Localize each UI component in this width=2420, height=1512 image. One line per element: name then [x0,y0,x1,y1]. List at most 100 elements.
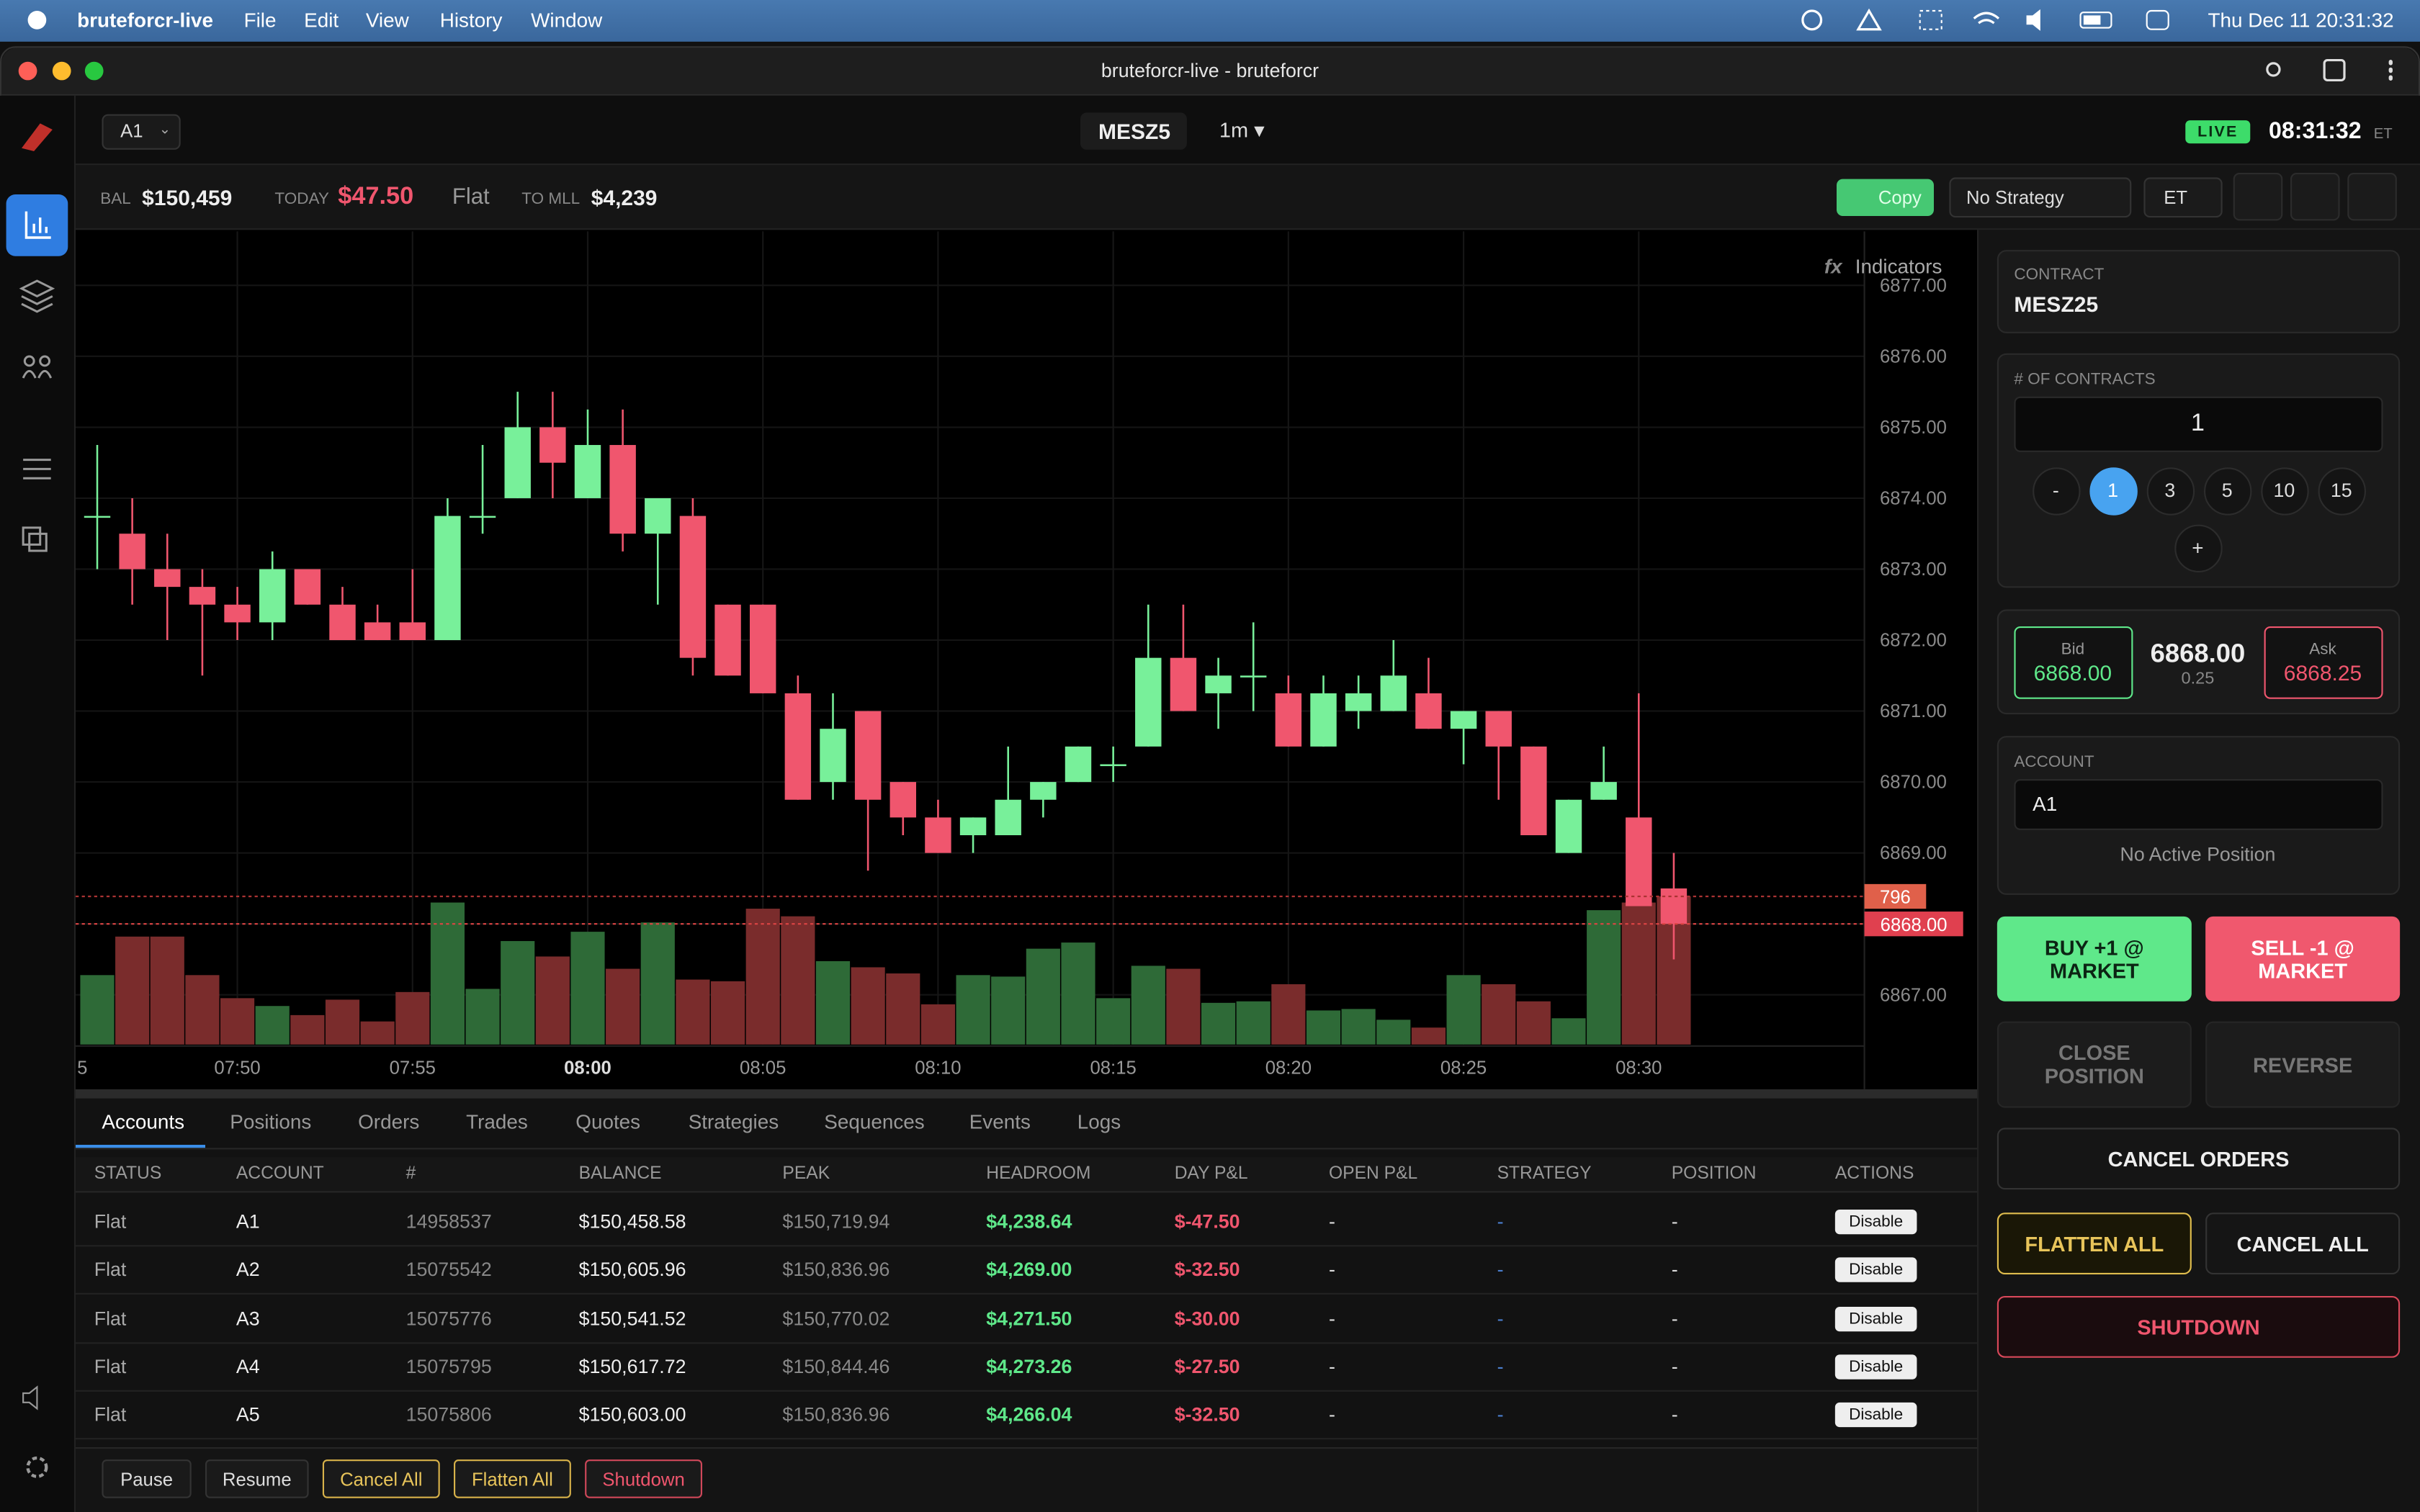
footer-button[interactable]: Cancel All [322,1459,440,1498]
candle-body [1240,675,1267,678]
volume-marker-bg [1864,883,1927,909]
disable-button[interactable] [1834,1403,1917,1428]
tab[interactable]: Trades [466,1110,528,1133]
menu-item[interactable]: File [243,8,277,32]
flatten-all-button[interactable]: FLATTEN ALL [1996,1212,2192,1274]
cell: - [1671,1404,1678,1426]
bal-label: BAL [100,189,131,209]
qty-preset[interactable] [2260,467,2308,515]
candle-body [889,782,916,818]
cell: - [1329,1356,1335,1378]
qty-plus[interactable] [2174,523,2222,572]
candle-body [469,516,496,518]
candle-body [1520,746,1547,836]
copy-nav[interactable] [22,526,48,552]
reverse-button[interactable]: REVERSE [2205,1021,2401,1108]
close-window[interactable] [18,61,37,81]
table-header [76,1157,1977,1193]
qty-input[interactable] [2014,396,2383,452]
candle-body [959,817,987,836]
icon-button[interactable] [2347,173,2397,221]
users-nav[interactable] [22,355,53,379]
volume-bar [851,967,885,1045]
qty-preset-text: 5 [2221,480,2233,502]
candle-body [1030,782,1057,800]
account-dropdown[interactable] [2014,779,2383,830]
disable-button[interactable] [1834,1210,1917,1235]
tab[interactable]: Sequences [824,1110,925,1133]
tab[interactable]: Accounts [102,1110,185,1133]
extension-icon[interactable] [2323,58,2346,82]
cancel-all-button[interactable]: CANCEL ALL [2205,1212,2401,1274]
interval[interactable]: 1m ▾ [1219,119,1265,143]
strategy-select[interactable] [1949,177,2132,218]
account-select[interactable] [102,114,181,150]
menu-item[interactable]: Edit [304,8,339,32]
tab[interactable]: Strategies [688,1110,779,1133]
column-header: BALANCE [578,1164,662,1184]
row-divider [76,1293,1977,1295]
icon-button[interactable] [2290,173,2340,221]
tab[interactable]: Logs [1077,1110,1121,1133]
candle-body [259,569,286,623]
footer-button[interactable]: Resume [205,1459,309,1498]
state: Flat [452,185,490,210]
qty-preset[interactable] [2089,467,2137,515]
volume-bar [150,936,184,1045]
menu-item[interactable]: History [439,8,503,32]
settings-nav[interactable] [26,1456,48,1478]
footer-button[interactable]: Shutdown [585,1459,702,1498]
qty-preset[interactable] [2146,467,2195,515]
tab[interactable]: Positions [230,1110,312,1133]
sell-button[interactable]: SELL -1 @ MARKET [2205,916,2401,1002]
minimize-window[interactable] [52,61,71,81]
qty-preset-text: - [2052,480,2059,502]
volume-bar [1482,984,1516,1045]
menu-item[interactable]: Window [531,8,603,32]
chart-nav-active[interactable] [6,194,68,256]
cell: - [1329,1404,1335,1426]
tz-select[interactable] [2143,177,2223,218]
volume-bar [465,989,500,1045]
disable-button[interactable] [1834,1306,1917,1331]
qty-preset[interactable] [2032,467,2080,515]
account-select-value: A1 [120,120,143,143]
shutdown-button[interactable]: SHUTDOWN [1996,1296,2401,1358]
menu-item[interactable]: View [365,8,409,32]
indicators-button[interactable]: Indicators [1855,255,1942,277]
qty-preset[interactable] [2202,467,2251,515]
x-tick-label: 08:25 [1440,1058,1487,1078]
disable-button[interactable] [1834,1258,1917,1283]
volume-bar [676,979,710,1045]
layers-nav[interactable] [19,279,55,313]
y-tick-label: 6875.00 [1880,418,1947,438]
tab[interactable]: Quotes [575,1110,641,1133]
footer-button[interactable]: Flatten All [454,1459,571,1498]
cell: $-27.50 [1174,1356,1240,1378]
ask-box[interactable] [2264,626,2383,699]
cell: - [1497,1211,1504,1233]
qty-preset[interactable] [2317,467,2365,515]
tab[interactable]: Orders [358,1110,420,1133]
candle-body [364,622,391,641]
list-nav[interactable] [23,459,51,480]
tab[interactable]: Events [969,1110,1031,1133]
battery-icon [2079,12,2112,29]
bid-box[interactable] [2014,626,2133,699]
search-icon[interactable] [2266,62,2281,77]
sound-nav[interactable] [22,1385,38,1410]
icon-button[interactable] [2233,173,2283,221]
zoom-window[interactable] [84,61,104,81]
status-icon [1801,9,1823,31]
buy-button[interactable]: BUY +1 @ MARKET [1996,916,2192,1002]
close-position-button[interactable]: CLOSE POSITION [1996,1021,2192,1108]
app-menu[interactable]: bruteforcr-live [77,8,214,32]
volume-bar [1306,1010,1341,1045]
copy-button[interactable] [1837,179,1934,216]
live-text: LIVE [2197,123,2238,140]
y-tick-label: 6867.00 [1880,985,1947,1005]
disable-button[interactable] [1834,1354,1917,1380]
footer-button[interactable]: Pause [102,1459,192,1498]
volume-bar [325,999,360,1045]
cancel-orders-button[interactable]: CANCEL ORDERS [1996,1128,2401,1190]
